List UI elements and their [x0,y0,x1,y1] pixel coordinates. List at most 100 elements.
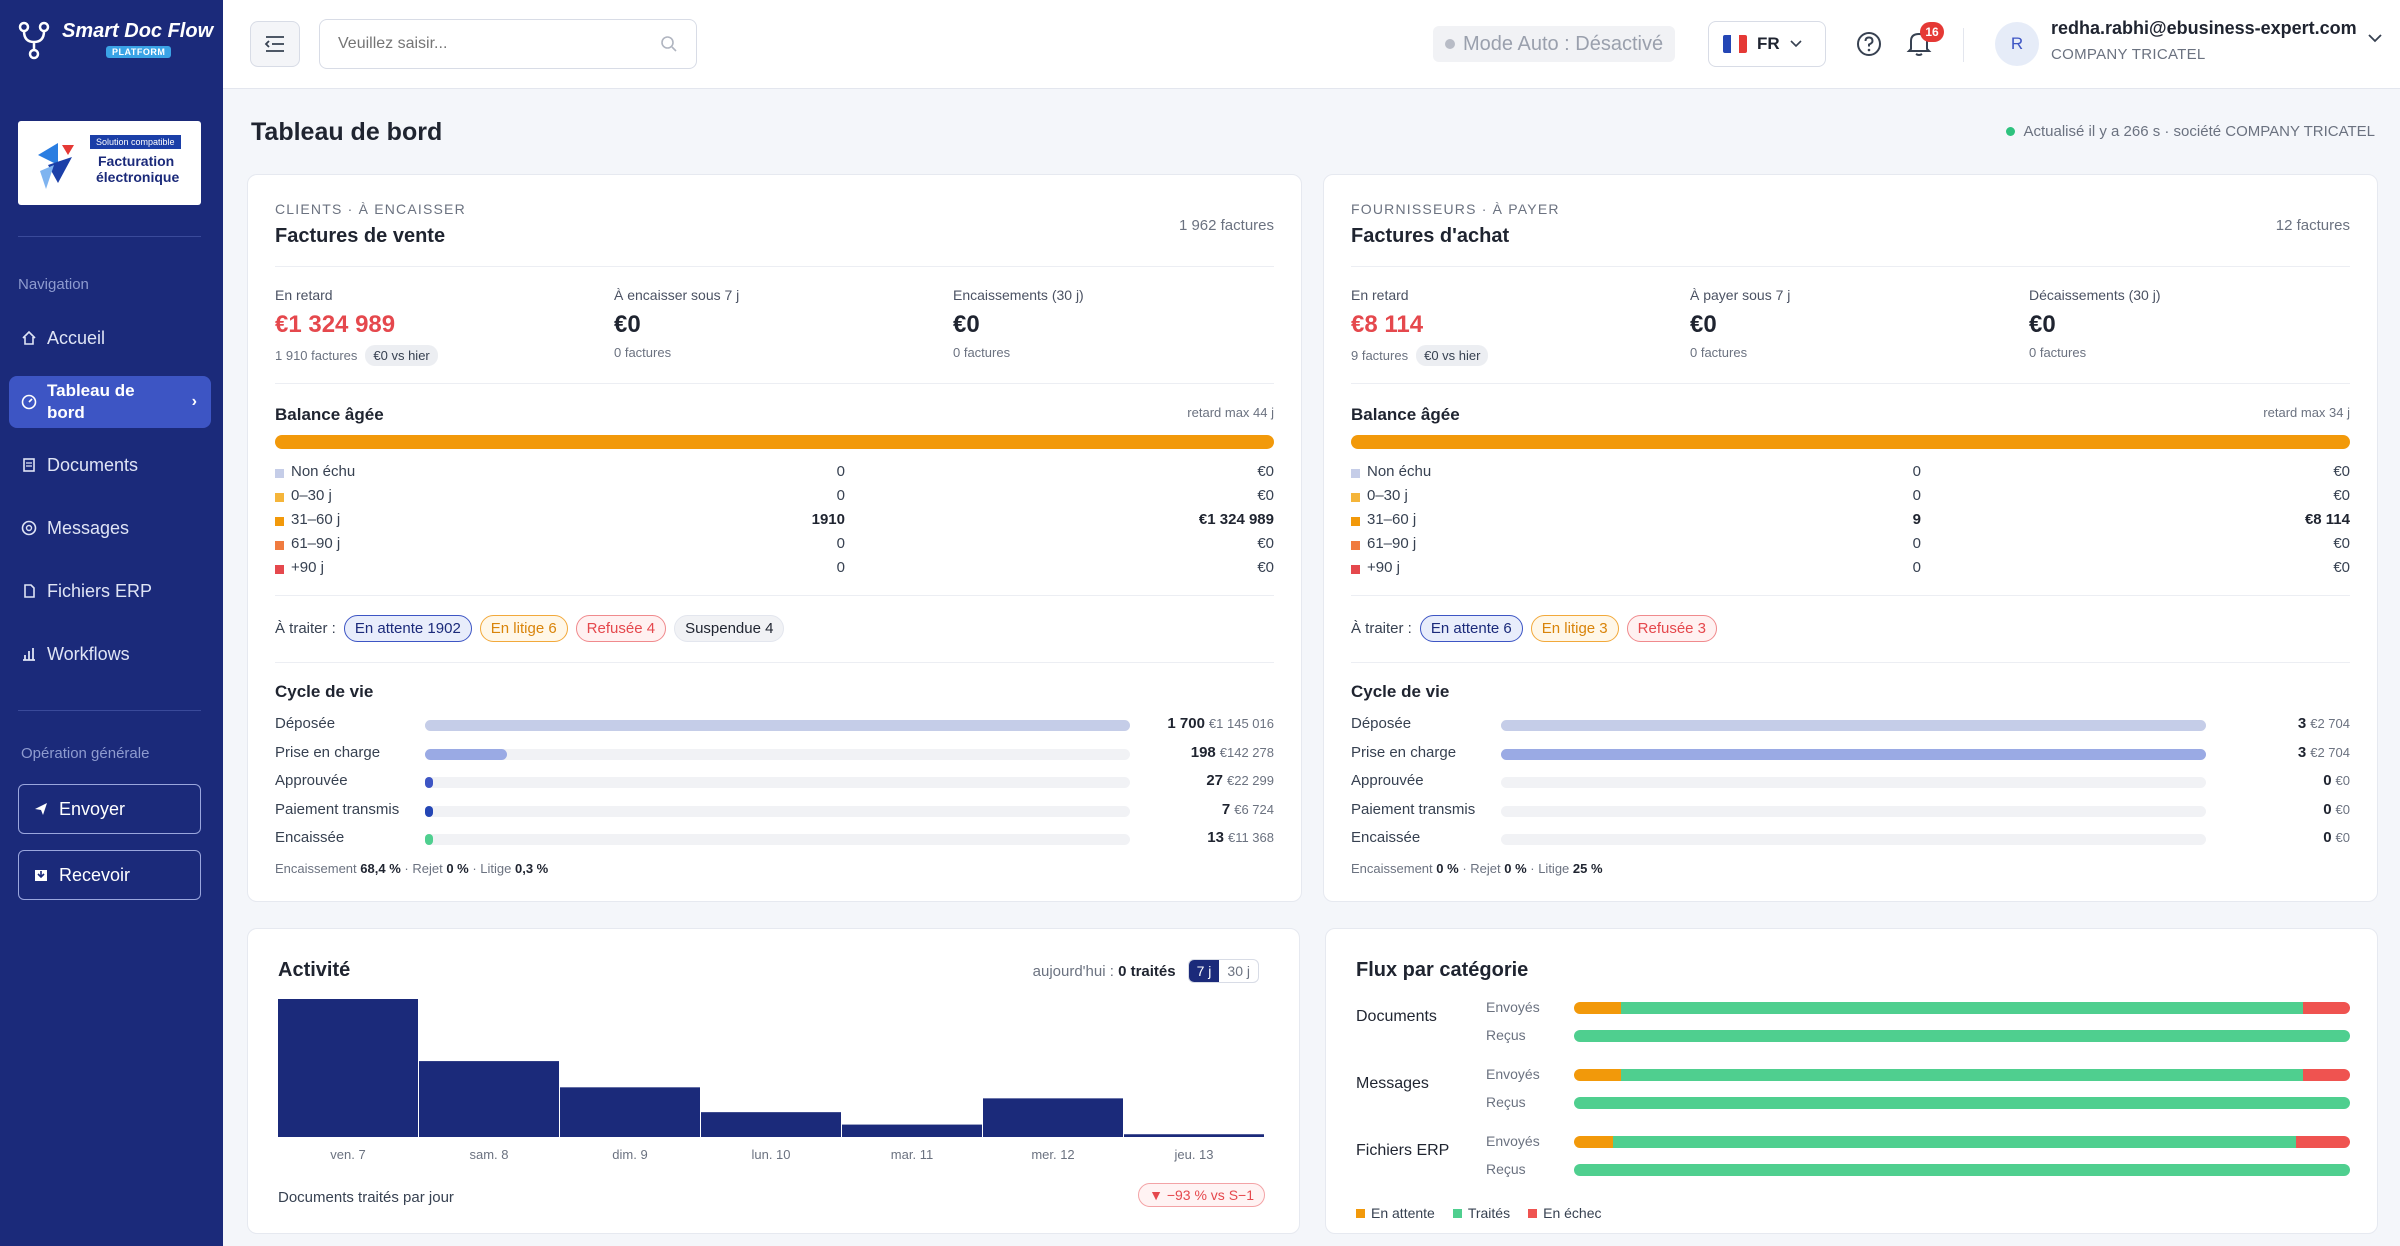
refused-chip[interactable]: Refusée 3 [1626,615,1718,642]
suspended-chip[interactable]: Suspendue 4 [674,615,785,642]
range-7-button[interactable]: 7 j [1188,960,1220,982]
purchase-invoices-card: FOURNISSEURS · À PAYER Factures d'achat 12… [1323,174,2378,902]
today-value: 0 traités [1118,962,1176,980]
rate-value: 0,3 % [515,861,549,876]
lifecycle-row: Approuvée 0 €0 [1351,772,2350,794]
sidebar-divider [18,236,201,237]
activity-bar[interactable] [983,1098,1123,1137]
rate-value: 0 % [446,861,469,876]
lifecycle-track [1501,720,2206,731]
kpi-subline: 0 factures [1690,345,1790,360]
lifecycle-value: 0 €0 [2323,772,2350,789]
lifecycle-track [1501,777,2206,788]
flux-bar[interactable] [1574,1097,2350,1109]
pending-chip[interactable]: En attente 6 [1419,615,1523,642]
aging-label: 0–30 j [291,487,332,504]
x-tick-label: mar. 11 [891,1147,933,1162]
aging-amount: €0 [2333,463,2350,480]
help-icon[interactable] [1855,30,1883,58]
activity-bar[interactable] [419,1061,559,1137]
send-button[interactable]: Envoyer [18,784,201,834]
brand[interactable]: Smart Doc Flow PLATFORM [16,20,213,60]
lifecycle-row: Prise en charge 3 €2 704 [1351,744,2350,766]
lifecycle-amount: €2 704 [2310,744,2350,760]
flux-category: Messages [1356,1075,1429,1092]
collapse-sidebar-button[interactable] [250,21,300,67]
receive-button[interactable]: Recevoir [18,850,201,900]
activity-bar[interactable] [842,1124,982,1137]
sidebar-item-messages[interactable]: Messages [9,506,211,550]
file-icon [24,584,35,598]
kpi-value: €0 [1690,311,1717,338]
lifecycle-label: Prise en charge [275,743,381,761]
search-box[interactable] [319,19,697,69]
card-divider [275,595,1274,596]
mode-auto-toggle[interactable]: Mode Auto : Désactivé [1433,26,1676,62]
aging-label: Non échu [291,463,356,480]
lifecycle-amount: €0 [2335,801,2350,817]
activity-bar[interactable] [1124,1134,1264,1137]
aging-amount: €0 [1257,535,1274,552]
card-divider [1351,595,2350,596]
flux-category: Fichiers ERP [1356,1142,1450,1159]
user-menu[interactable]: redha.rabhi@ebusiness-expert.com COMPANY… [2051,18,2357,63]
sidebar-item-fichiers-erp[interactable]: Fichiers ERP [9,569,211,613]
chevron-down-icon[interactable] [2368,34,2382,43]
dispute-chip[interactable]: En litige 3 [1530,615,1619,642]
aging-row: Non échu 0 €0 [1351,463,2350,483]
aging-row: 61–90 j 0 €0 [275,535,1274,555]
activity-card: Activité aujourd'hui : 0 traités 7 j 30 … [247,928,1300,1234]
activity-bar[interactable] [701,1112,841,1137]
pending-chip[interactable]: En attente 1902 [343,615,472,642]
lifecycle-fill [1501,720,2206,731]
to-process-row: À traiter : En attente 1902 En litige 6 Ref… [275,615,785,642]
flux-bar[interactable] [1574,1136,2350,1148]
lifecycle-count: 13 [1207,829,1224,846]
logo-tag: Solution compatible [90,135,181,149]
kpi-sub: 1 910 factures [275,348,358,363]
card-title: Factures de vente [275,225,446,247]
notification-badge: 16 [1920,22,1944,42]
legend-item: Traités [1452,1205,1511,1221]
lifecycle-label: Déposée [275,715,336,732]
search-icon[interactable] [660,35,678,53]
aging-row: 31–60 j 1910 €1 324 989 [275,511,1274,531]
sidebar-item-documents[interactable]: Documents [9,443,211,487]
kpi-label: À payer sous 7 j [1690,287,1791,303]
sidebar-item-workflows[interactable]: Workflows [9,632,211,676]
document-icon [23,458,35,472]
refresh-status: Actualisé il y a 266 s · société COMPANY… [2006,123,2375,140]
kpi-block: À encaisser sous 7 j €0 0 factures [614,287,739,360]
aging-amount: €0 [2333,487,2350,504]
aging-count: 0 [836,535,845,552]
flux-bar[interactable] [1574,1030,2350,1042]
dispute-chip[interactable]: En litige 6 [479,615,568,642]
kpi-subline: 1 910 factures €0 vs hier [275,345,438,366]
lifecycle-label: Approuvée [1351,772,1424,789]
aging-legend-swatch [275,469,284,478]
lifecycle-count: 0 [2323,800,2332,818]
range-30-button[interactable]: 30 j [1227,963,1250,979]
language-select[interactable]: FR [1708,21,1826,67]
flux-bar[interactable] [1574,1069,2350,1081]
refused-chip[interactable]: Refusée 4 [575,615,667,642]
flux-bar-segment [1574,1136,1613,1148]
activity-today: aujourd'hui : 0 traités 7 j 30 j [1033,959,1259,983]
activity-bar[interactable] [278,999,418,1137]
flux-sent-label: Envoyés [1486,1066,1540,1082]
sidebar-item-label: Workflows [47,643,130,664]
avatar[interactable]: R [1995,22,2039,66]
aging-label: 31–60 j [1367,511,1417,528]
message-icon [21,520,37,536]
aging-amount: €8 114 [2304,511,2350,528]
activity-bar[interactable] [560,1087,700,1137]
flux-bar-segment [2303,1002,2350,1014]
legend-label: Traités [1467,1205,1511,1221]
kpi-subline: 0 factures [953,345,1084,360]
search-input[interactable] [338,35,638,53]
flux-bar[interactable] [1574,1164,2350,1176]
aging-amount: €0 [1257,487,1274,504]
sidebar-item-accueil[interactable]: Accueil [9,316,211,360]
flux-bar[interactable] [1574,1002,2350,1014]
sidebar-item-tableau-de-bord[interactable]: Tableau de bord › [9,376,211,428]
